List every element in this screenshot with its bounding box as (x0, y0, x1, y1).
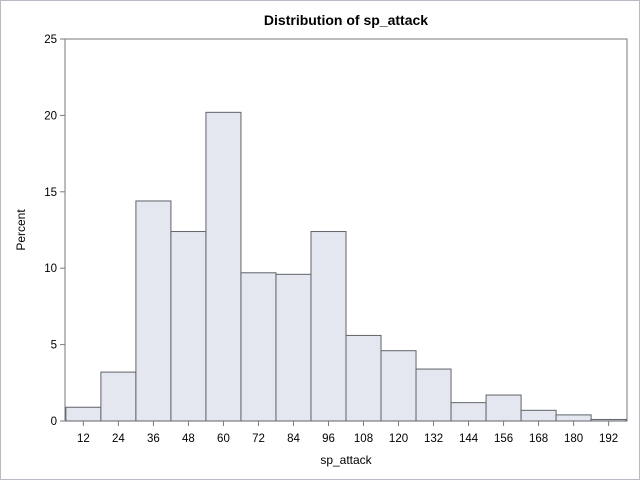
y-tick-label: 20 (44, 110, 57, 122)
bars (65, 111, 627, 422)
histogram-bar-144 (450, 402, 487, 422)
histogram-bar-48 (170, 231, 207, 422)
histogram-bar-84 (275, 273, 312, 422)
x-tick-label: 192 (599, 433, 618, 445)
histogram-bar-180 (555, 414, 592, 422)
y-tick-label: 5 (51, 340, 57, 352)
x-tick-label: 168 (529, 433, 548, 445)
histogram-bar-96 (310, 231, 347, 422)
x-tick-label: 132 (424, 433, 443, 445)
y-tick-label: 0 (51, 416, 57, 428)
chart-title: Distribution of sp_attack (264, 12, 428, 28)
histogram-bar-12 (65, 406, 102, 422)
y-axis-title: Percent (14, 209, 28, 251)
histogram-bar-60 (205, 111, 242, 422)
y-tick-label: 15 (44, 187, 57, 199)
x-tick-label: 12 (77, 433, 90, 445)
x-tick-label: 120 (389, 433, 408, 445)
y-axis: 0 5 10 15 20 25 (44, 34, 65, 428)
x-tick-label: 108 (354, 433, 373, 445)
x-tick-label: 60 (217, 433, 230, 445)
x-tick-label: 84 (287, 433, 300, 445)
x-axis: 12 24 36 48 60 72 84 96 108 120 132 144 156 168 180 192 (77, 421, 618, 445)
histogram-bar-120 (380, 350, 417, 422)
histogram-bar-168 (520, 409, 557, 422)
x-tick-label: 156 (494, 433, 513, 445)
x-tick-label: 48 (182, 433, 195, 445)
histogram-bar-24 (100, 371, 137, 422)
x-tick-label: 144 (459, 433, 479, 445)
histogram-bar-72 (240, 272, 277, 422)
y-tick-label: 10 (44, 263, 57, 275)
histogram-bar-108 (345, 334, 382, 422)
x-tick-label: 72 (252, 433, 265, 445)
histogram-bar-192 (590, 418, 627, 422)
y-tick-label: 25 (44, 34, 57, 46)
x-tick-label: 180 (564, 433, 583, 445)
histogram-bar-36 (135, 200, 172, 422)
histogram-bar-132 (415, 368, 452, 422)
x-tick-label: 96 (322, 433, 335, 445)
x-tick-label: 36 (147, 433, 160, 445)
x-axis-title: sp_attack (320, 453, 372, 467)
x-tick-label: 24 (112, 433, 125, 445)
histogram-bar-156 (485, 394, 522, 422)
